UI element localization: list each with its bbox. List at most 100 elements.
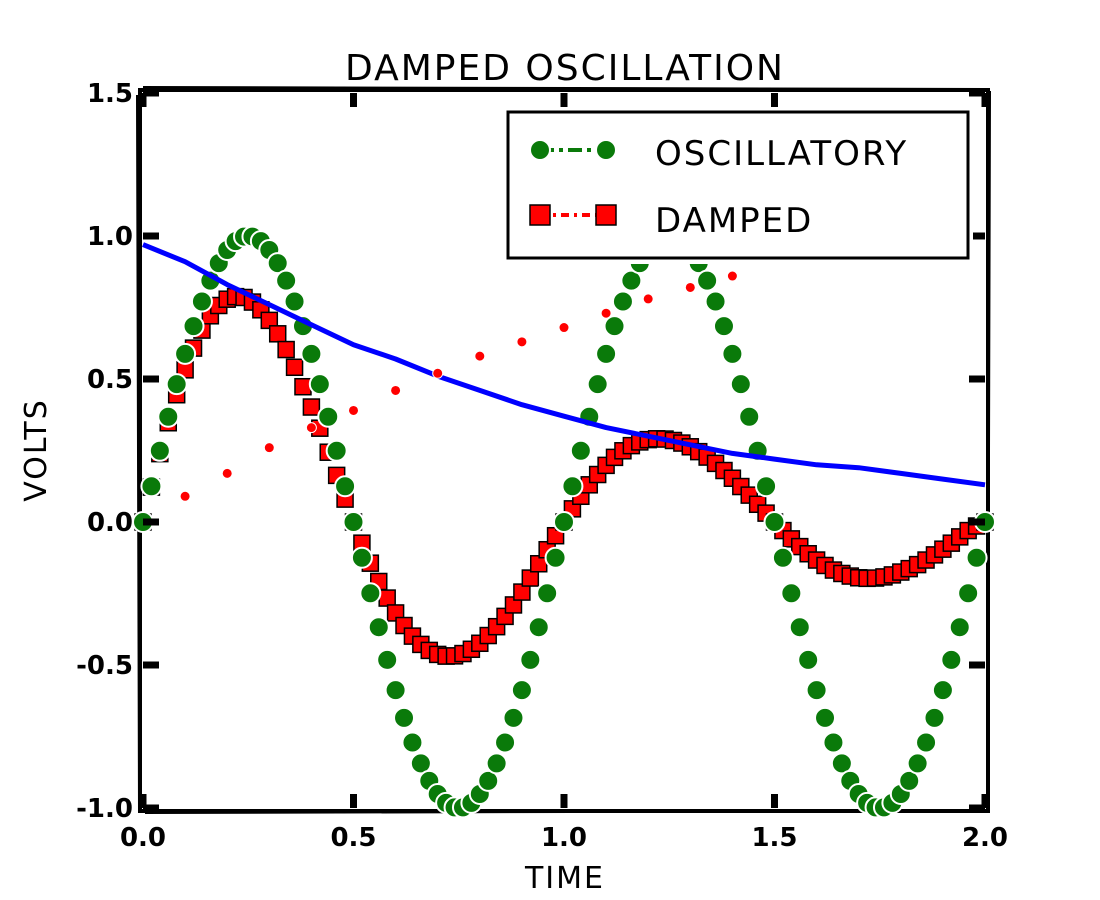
series-damped	[134, 287, 994, 665]
oscillatory-point	[190, 290, 213, 313]
oscillatory-point	[165, 373, 188, 396]
oscillatory-point	[755, 475, 778, 498]
oscillatory-point	[738, 405, 761, 428]
oscillatory-point	[325, 439, 348, 462]
oscillatory-point	[586, 373, 609, 396]
red-dot-point	[179, 490, 191, 502]
oscillatory-point	[561, 475, 584, 498]
red-dot-point	[642, 293, 654, 305]
x-tick-label: 1.5	[751, 823, 797, 853]
oscillatory-point	[409, 752, 432, 775]
legend-marker-damped-right	[595, 204, 617, 226]
oscillatory-point	[536, 582, 559, 605]
red-dot-point	[684, 281, 696, 293]
oscillatory-point	[771, 546, 794, 569]
chart-title: DAMPED OSCILLATION	[345, 48, 785, 89]
y-tick-label: -0.5	[76, 651, 133, 681]
red-dot-point	[263, 442, 275, 454]
oscillatory-point	[174, 342, 197, 365]
y-tick-label: -1.0	[76, 794, 133, 824]
oscillatory-point	[140, 475, 163, 498]
oscillatory-point	[729, 373, 752, 396]
y-tick-label: 0.0	[87, 508, 133, 538]
legend-item-damped: DAMPED	[529, 201, 813, 241]
oscillatory-point	[611, 290, 634, 313]
oscillatory-point	[830, 752, 853, 775]
oscillatory-point	[797, 648, 820, 671]
oscillatory-point	[940, 648, 963, 671]
legend-marker-oscillatory-left	[529, 139, 551, 161]
red-dot-point	[305, 422, 317, 434]
y-tick-label: 1.0	[87, 222, 133, 252]
red-dot-point	[516, 336, 528, 348]
oscillatory-point	[510, 679, 533, 702]
y-tick-label: 0.5	[87, 365, 133, 395]
x-tick-labels: 0.0 0.5 1.0 1.5 2.0	[120, 823, 1008, 853]
oscillatory-point	[266, 252, 289, 275]
x-tick-label: 2.0	[962, 823, 1008, 853]
oscillatory-point	[384, 679, 407, 702]
plot-border-sketch	[136, 86, 991, 814]
oscillatory-point	[275, 269, 298, 292]
oscillatory-point	[300, 342, 323, 365]
oscillatory-point	[763, 511, 786, 533]
x-tick-label: 0.0	[120, 823, 166, 853]
oscillatory-point	[569, 439, 592, 462]
oscillatory-point	[350, 546, 373, 569]
oscillatory-point	[780, 582, 803, 605]
damped-point	[268, 325, 287, 343]
oscillatory-point	[393, 706, 416, 729]
red-dot-point	[432, 367, 444, 379]
oscillatory-point	[595, 342, 618, 365]
y-axis-label: VOLTS	[19, 398, 54, 502]
red-dot-point	[390, 384, 402, 396]
oscillatory-point	[342, 511, 365, 533]
oscillatory-point	[553, 511, 575, 533]
red-dot-point	[474, 350, 486, 362]
oscillatory-point	[376, 648, 399, 671]
series-envelope-line	[142, 242, 986, 488]
oscillatory-point	[317, 405, 340, 428]
oscillatory-point	[788, 616, 811, 639]
oscillatory-point	[494, 731, 517, 754]
oscillatory-point	[965, 546, 988, 569]
damped-point	[285, 358, 304, 377]
oscillatory-point	[898, 769, 921, 792]
damped-point	[277, 340, 295, 359]
damped-point	[302, 398, 321, 416]
x-tick-label: 1.0	[541, 823, 587, 853]
legend-frame	[506, 110, 970, 260]
oscillatory-point	[814, 706, 837, 729]
oscillatory-point	[401, 731, 424, 754]
oscillatory-point	[544, 546, 567, 569]
oscillatory-point	[283, 290, 306, 313]
oscillatory-point	[359, 582, 382, 605]
y-tick-labels: -1.0 -0.5 0.0 0.5 1.0 1.5	[76, 79, 133, 824]
oscillatory-point	[712, 315, 735, 338]
legend-marker-oscillatory-right	[595, 139, 617, 161]
legend-label-damped: DAMPED	[655, 201, 813, 241]
red-dot-point	[221, 467, 233, 479]
oscillatory-point	[334, 475, 357, 498]
damped-point	[378, 589, 396, 607]
oscillatory-point	[603, 315, 626, 338]
oscillatory-point	[721, 342, 744, 365]
x-tick-label: 0.5	[330, 823, 376, 853]
oscillatory-point	[182, 315, 205, 338]
red-dot-point	[348, 404, 359, 416]
oscillatory-point	[915, 731, 938, 754]
legend: OSCILLATORY DAMPED	[506, 110, 973, 264]
oscillatory-point	[519, 648, 542, 671]
oscillatory-point	[931, 679, 954, 702]
legend-label-oscillatory: OSCILLATORY	[655, 134, 908, 174]
plot-frame	[136, 86, 991, 814]
plot-border	[138, 88, 990, 813]
red-dot-point	[600, 307, 612, 319]
oscillatory-point	[502, 706, 525, 729]
red-dot-point	[558, 322, 570, 334]
oscillatory-point	[367, 616, 390, 639]
series-red-dots	[179, 270, 738, 502]
oscillatory-point	[485, 752, 508, 775]
oscillatory-point	[948, 616, 971, 639]
